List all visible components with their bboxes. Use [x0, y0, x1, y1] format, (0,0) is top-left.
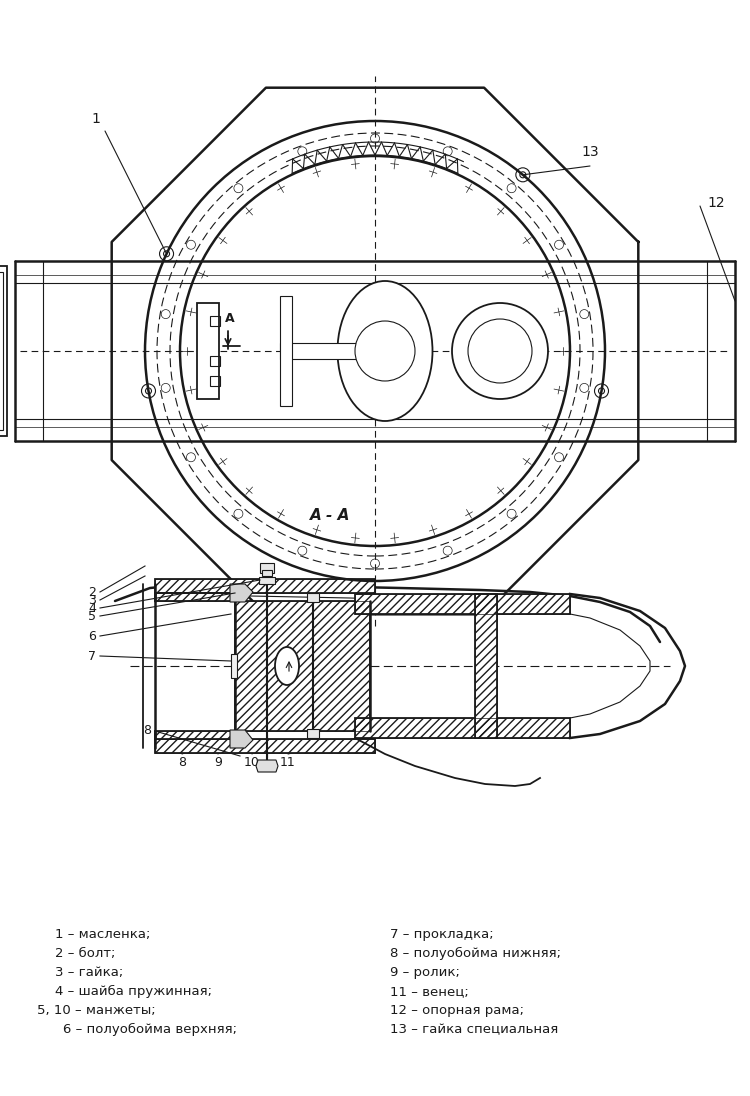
Text: 9: 9 [214, 756, 222, 769]
Circle shape [355, 321, 415, 381]
Text: 5, 10 – манжеты;: 5, 10 – манжеты; [37, 1004, 156, 1017]
Text: 6 – полуобойма верхняя;: 6 – полуобойма верхняя; [63, 1023, 237, 1036]
Bar [280, 296, 292, 406]
Text: 4 – шайба пружинная;: 4 – шайба пружинная; [55, 985, 212, 998]
Polygon shape [155, 593, 235, 601]
Bar [355, 718, 570, 738]
Text: 2 – болт;: 2 – болт; [55, 947, 116, 960]
Text: 13: 13 [581, 145, 598, 159]
Text: А - А: А - А [310, 509, 350, 524]
Text: 12 – опорная рама;: 12 – опорная рама; [390, 1004, 524, 1017]
Bar [355, 594, 570, 614]
Text: 13 – гайка специальная: 13 – гайка специальная [390, 1023, 558, 1036]
Text: 3: 3 [88, 594, 96, 606]
Bar [307, 729, 319, 738]
Bar [260, 563, 274, 573]
Text: 1: 1 [92, 112, 100, 126]
Bar [262, 570, 272, 576]
Bar [355, 594, 570, 614]
Bar [475, 594, 497, 738]
Text: 11: 11 [280, 756, 296, 769]
Text: 8 – полуобойма нижняя;: 8 – полуобойма нижняя; [390, 947, 561, 960]
Bar [0, 266, 7, 436]
Ellipse shape [338, 281, 433, 421]
Text: 5: 5 [88, 609, 96, 623]
Text: 9 – ролик;: 9 – ролик; [390, 966, 460, 979]
Bar [231, 654, 237, 678]
Bar [355, 718, 570, 738]
Circle shape [468, 319, 532, 383]
Bar [235, 601, 370, 731]
Text: 1 – масленка;: 1 – масленка; [55, 928, 150, 941]
Text: 4: 4 [88, 602, 96, 615]
Circle shape [452, 302, 548, 399]
Bar [0, 272, 3, 430]
Bar [280, 343, 365, 359]
Text: 8: 8 [178, 756, 186, 769]
Text: 3 – гайка;: 3 – гайка; [55, 966, 123, 979]
Bar [155, 579, 375, 593]
Text: 2: 2 [88, 585, 96, 598]
Bar [210, 376, 220, 386]
Bar [235, 601, 370, 731]
Bar [475, 594, 497, 738]
Text: А: А [225, 312, 235, 326]
Bar [155, 739, 375, 753]
Text: 6: 6 [88, 629, 96, 642]
Polygon shape [155, 731, 235, 739]
Bar [210, 356, 220, 366]
Bar [197, 302, 219, 399]
Text: 12: 12 [707, 196, 724, 210]
Text: 8: 8 [143, 724, 151, 738]
Text: 7: 7 [88, 650, 96, 662]
Polygon shape [230, 584, 253, 602]
Polygon shape [230, 730, 253, 747]
Polygon shape [256, 760, 278, 772]
Text: 11 – венец;: 11 – венец; [390, 985, 469, 998]
Bar [307, 593, 319, 602]
Bar [155, 579, 375, 593]
Text: 10: 10 [244, 756, 260, 769]
Bar [155, 739, 375, 753]
Ellipse shape [275, 647, 299, 685]
Text: 7 – прокладка;: 7 – прокладка; [390, 928, 494, 941]
Bar [259, 576, 275, 584]
Bar [210, 316, 220, 326]
